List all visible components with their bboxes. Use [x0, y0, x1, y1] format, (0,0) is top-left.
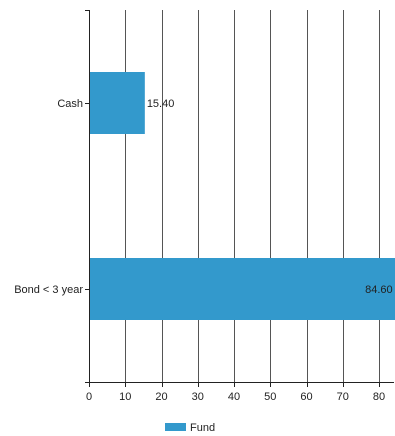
- grid-lines: [125, 10, 380, 382]
- data-label: 84.60: [365, 284, 393, 296]
- bar: [89, 72, 145, 134]
- labels: 15.40 Cash 84.60 Bond < 3 year 0 10 20 30 40 50 60…: [14, 98, 392, 403]
- bars: [89, 72, 395, 320]
- data-label: 15.40: [147, 98, 175, 110]
- bar: [89, 258, 395, 320]
- x-tick-label: 40: [228, 391, 240, 403]
- x-tick-label: 20: [155, 391, 167, 403]
- legend-label: Fund: [190, 422, 215, 431]
- x-tick-label: 80: [373, 391, 385, 403]
- axes: [85, 10, 394, 387]
- legend: Fund: [165, 422, 215, 434]
- category-label: Bond < 3 year: [14, 284, 83, 296]
- x-tick-label: 70: [337, 391, 349, 403]
- x-tick-label: 50: [264, 391, 276, 403]
- x-tick-label: 0: [86, 391, 92, 403]
- legend-swatch: [165, 423, 186, 432]
- x-tick-label: 10: [119, 391, 131, 403]
- x-tick-label: 60: [300, 391, 312, 403]
- x-tick-label: 30: [192, 391, 204, 403]
- category-label: Cash: [57, 98, 83, 110]
